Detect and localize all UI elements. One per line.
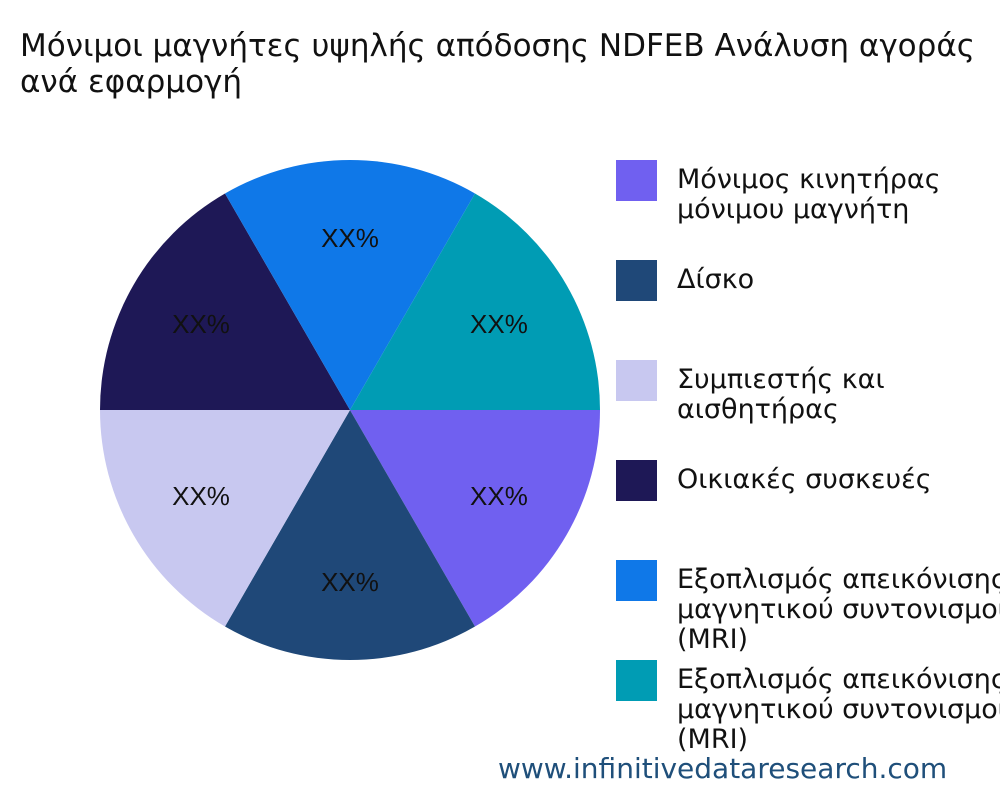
pie-slice-label-1: XX% [321, 567, 379, 597]
legend-label-3: Οικιακές συσκευές [677, 464, 932, 495]
chart-legend: Μόνιμος κινητήρας μόνιμου μαγνήτη Δίσκο Συ… [616, 160, 1000, 760]
legend-label-1: Δίσκο [677, 264, 755, 295]
legend-item-2: Συμπιεστής και αισθητήρας [616, 360, 1000, 425]
pie-slice-label-0: XX% [470, 481, 528, 511]
legend-item-5: Εξοπλισμός απεικόνισης μαγνητικού συντον… [616, 660, 1000, 755]
legend-swatch-3 [616, 460, 657, 501]
pie-slice-label-2: XX% [172, 481, 230, 511]
pie-chart: XX% XX% XX% XX% XX% XX% [100, 160, 600, 660]
pie-slice-4 [225, 160, 475, 410]
pie-slice-0 [350, 410, 600, 627]
pie-slice-5 [350, 193, 600, 410]
legend-item-1: Δίσκο [616, 260, 1000, 301]
legend-item-0: Μόνιμος κινητήρας μόνιμου μαγνήτη [616, 160, 1000, 225]
chart-title: Μόνιμοι μαγνήτες υψηλής απόδοσης NDFEB Α… [20, 28, 975, 100]
legend-item-4: Εξοπλισμός απεικόνισης μαγνητικού συντον… [616, 560, 1000, 655]
pie-slice-1 [225, 410, 475, 660]
legend-label-0: Μόνιμος κινητήρας μόνιμου μαγνήτη [677, 164, 941, 225]
pie-slice-2 [100, 410, 350, 627]
legend-swatch-2 [616, 360, 657, 401]
pie-slice-label-5: XX% [470, 309, 528, 339]
legend-label-5: Εξοπλισμός απεικόνισης μαγνητικού συντον… [677, 664, 1000, 755]
legend-swatch-1 [616, 260, 657, 301]
watermark-text: www.infinitivedataresearch.com [498, 752, 948, 785]
legend-label-4: Εξοπλισμός απεικόνισης μαγνητικού συντον… [677, 564, 1000, 655]
pie-slice-label-3: XX% [172, 309, 230, 339]
pie-slice-label-4: XX% [321, 223, 379, 253]
legend-swatch-5 [616, 660, 657, 701]
legend-item-3: Οικιακές συσκευές [616, 460, 1000, 501]
legend-label-2: Συμπιεστής και αισθητήρας [677, 364, 885, 425]
legend-swatch-4 [616, 560, 657, 601]
legend-swatch-0 [616, 160, 657, 201]
pie-slice-3 [100, 193, 350, 410]
